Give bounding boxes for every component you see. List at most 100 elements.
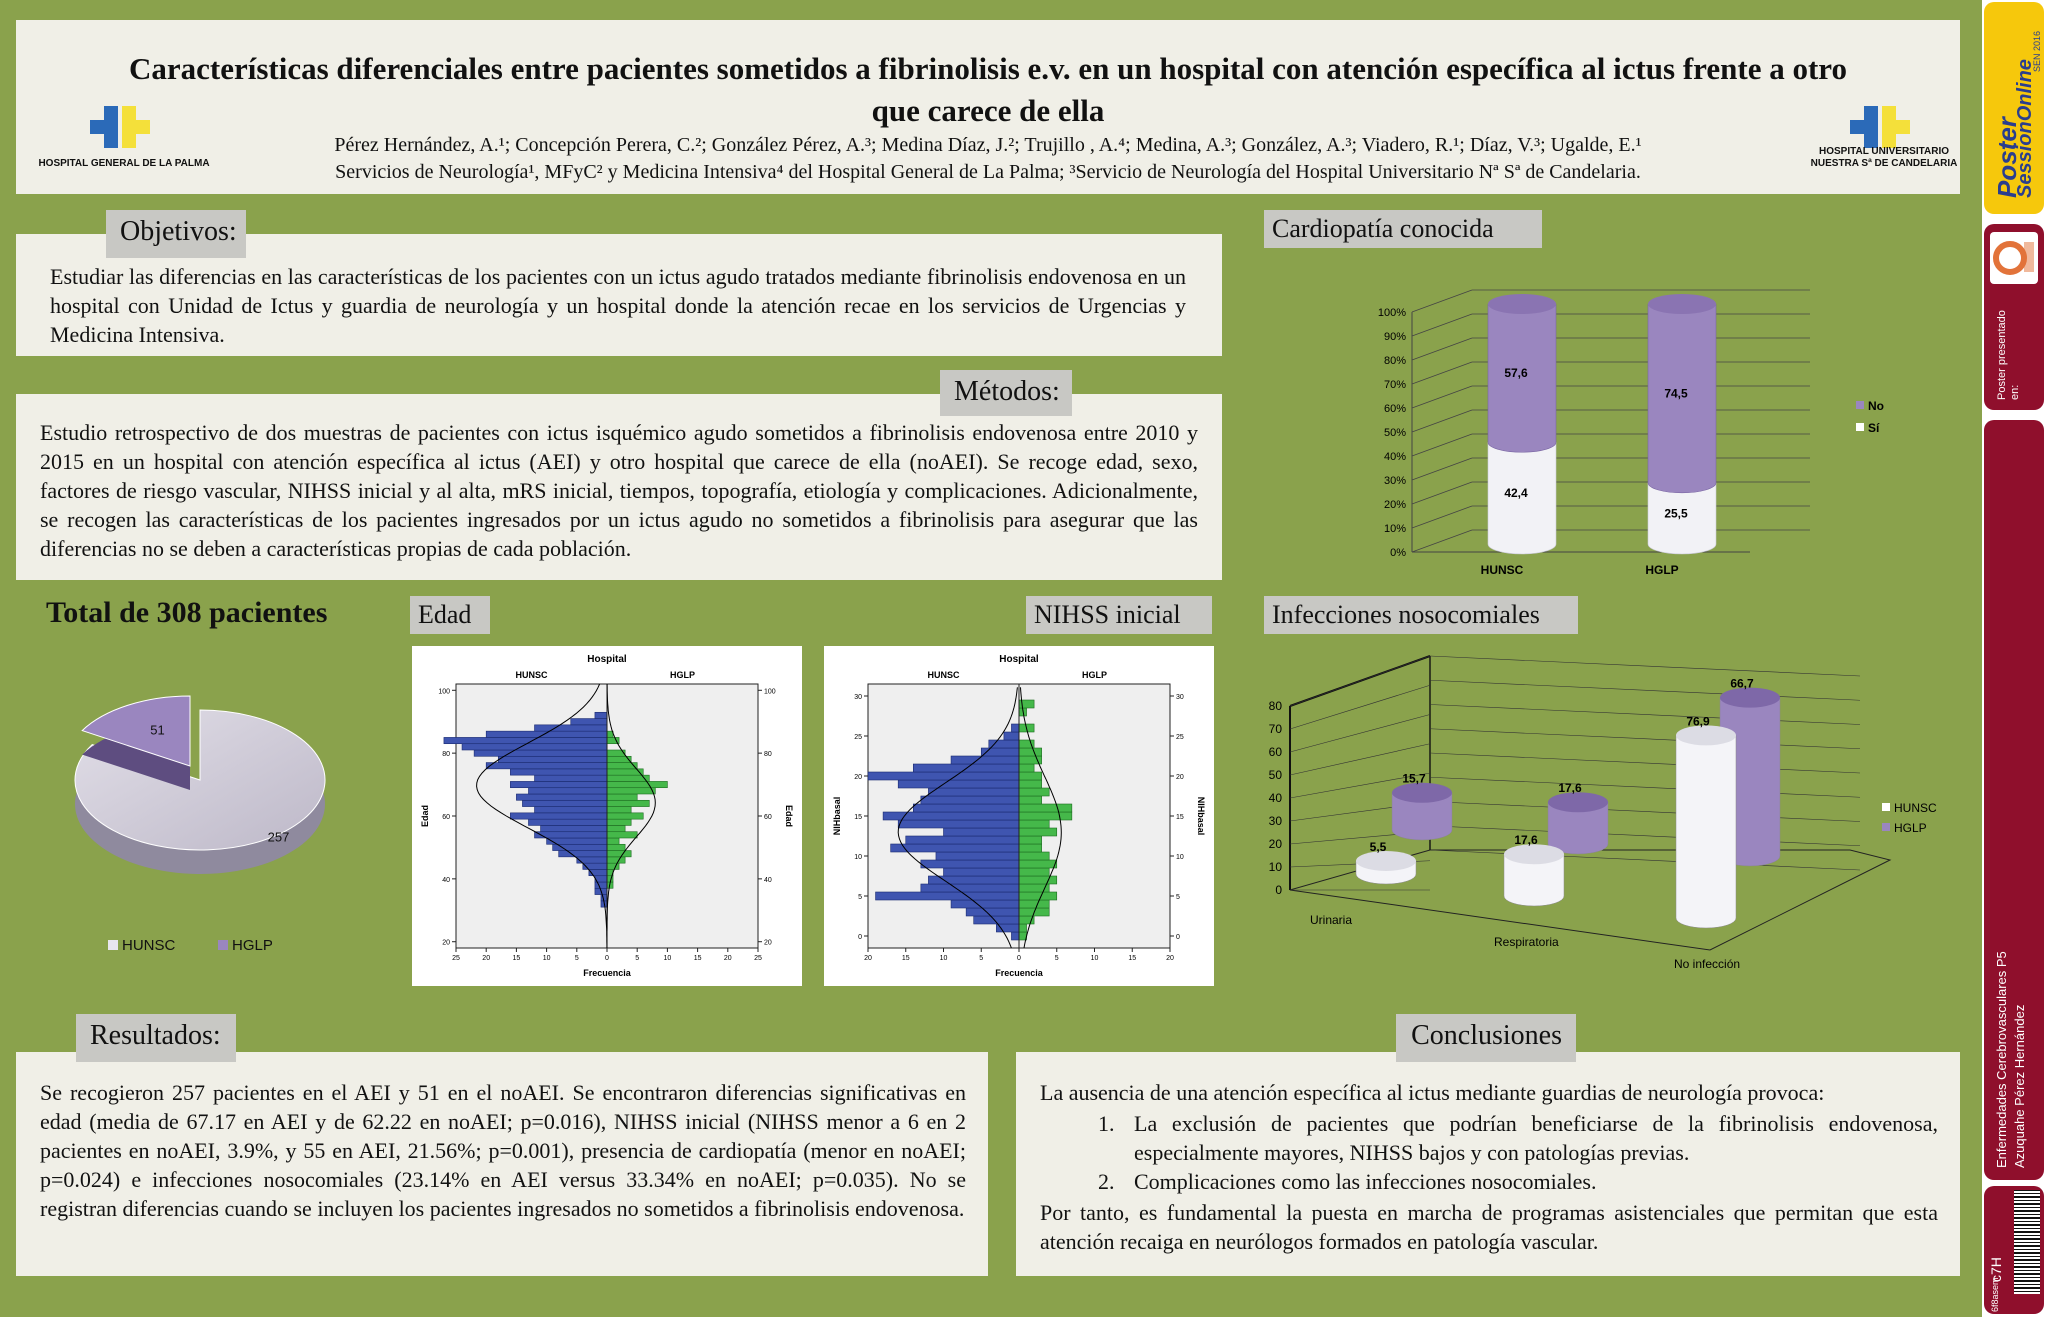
infec-grid-diag [1289, 714, 1431, 753]
histogram-bar-hunsc [897, 779, 1020, 789]
histogram-bar-hunsc [534, 806, 608, 814]
histogram-bar-hunsc [461, 743, 608, 751]
histogram-panel-hglp: HGLP [670, 670, 695, 680]
resultados-panel: Se recogieron 257 pacientes en el AEI y … [16, 1052, 988, 1276]
cardio-bar-hunsc-si [1487, 441, 1557, 555]
session-block: Enfermedades Cerebrovasculares P5 Azuqua… [1984, 420, 2044, 1180]
objetivos-text: Estudiar las diferencias en las caracter… [50, 264, 1186, 347]
infec-ytick-label: 50 [1269, 768, 1283, 782]
histogram-bar-hunsc [534, 774, 608, 782]
cardiopatia-heading: Cardiopatía conocida [1264, 210, 1542, 248]
histogram-xtick-label: 10 [940, 955, 948, 962]
cardio-value-label: 25,5 [1664, 506, 1688, 520]
pie-legend-label-hglp: HGLP [232, 937, 273, 954]
cardio-category-label: HGLP [1645, 563, 1678, 577]
histogram-bar-hunsc [510, 781, 608, 789]
histogram-ylabel-right: Edad [784, 805, 794, 827]
infec-gridline [1429, 752, 1861, 774]
infec-grid-diag [1289, 743, 1431, 776]
histogram-bar-hunsc [443, 737, 608, 745]
histogram-bar-hglp [606, 781, 668, 789]
infec-gridline [1429, 825, 1861, 847]
metodos-text: Estudio retrospectivo de dos muestras de… [40, 420, 1198, 561]
cardio-ytick-label: 100% [1378, 307, 1406, 319]
cardio-grid-diag [1411, 289, 1473, 313]
conclusiones-panel: La ausencia de una atención específica a… [1016, 1052, 1960, 1276]
conclusiones-list: La exclusión de pacientes que podrían be… [1040, 1109, 1938, 1196]
cardio-grid-diag [1411, 361, 1473, 385]
session-author: Azuquahe Pérez Hernández [2012, 1004, 2027, 1168]
nihss-heading: NIHSS inicial [1026, 596, 1212, 634]
histogram-bar-hunsc [485, 730, 608, 738]
cardio-grid-diag [1411, 457, 1473, 481]
histogram-ytick-label-right: 0 [1176, 934, 1180, 941]
histogram-xtick-label: 5 [1055, 955, 1059, 962]
logo-right-caption-line2: NUESTRA Sª DE CANDELARIA [1810, 158, 1958, 169]
barcode-label: 6f8asem [1990, 1277, 2000, 1312]
cardio-grid-diag [1411, 529, 1473, 553]
histogram-bar-hglp [1018, 779, 1042, 789]
infec-bar-hglp-2-label: 66,7 [1730, 677, 1754, 691]
affiliations: Servicios de Neurología¹, MFyC² y Medici… [335, 161, 1641, 183]
infec-legend-label: HGLP [1894, 821, 1927, 835]
histogram-normal-curve-hglp [1020, 687, 1062, 949]
histogram-bar-hunsc [540, 825, 608, 833]
histogram-bar-hunsc [594, 711, 608, 719]
histogram-ytick-label-left: 60 [442, 814, 450, 821]
histogram-ytick-label-left: 30 [854, 694, 862, 701]
histogram-bar-hglp [1018, 835, 1042, 845]
infec-bar-hunsc-0-label: 5,5 [1370, 840, 1387, 854]
histogram-bar-hglp [1018, 851, 1050, 861]
histogram-bar-hglp [606, 831, 638, 839]
infec-ytick-label: 80 [1269, 699, 1283, 713]
infec-gridline [1429, 849, 1861, 871]
histogram-ytick-label-right: 15 [1176, 814, 1184, 821]
histogram-xtick-label: 0 [605, 955, 609, 962]
cardio-grid-diag [1411, 409, 1473, 433]
histogram-bar-hunsc [905, 835, 1020, 845]
histogram-bar-hglp [606, 730, 614, 738]
histogram-ytick-label-right: 10 [1176, 854, 1184, 861]
histogram-bar-hunsc [935, 851, 1020, 861]
histogram-xtick-label: 15 [513, 955, 521, 962]
histogram-bar-hunsc [570, 718, 608, 726]
cardio-bar-hglp-no [1647, 303, 1717, 494]
pie-slice-hunsc [74, 709, 326, 851]
infec-ytick-label: 0 [1275, 883, 1282, 897]
conclusion-item-1: La exclusión de pacientes que podrían be… [1120, 1109, 1938, 1167]
resultados-heading: Resultados: [76, 1014, 236, 1062]
histogram-xtick-label: 10 [1091, 955, 1099, 962]
histogram-ytick-label-right: 25 [1176, 734, 1184, 741]
cardiopatia-chart: 0% 10% 20% 30% 40% 50% 60% 70% 80% 90% 100% 42,4 57,… [1378, 289, 1884, 577]
cardio-bar-hunsc-no [1487, 303, 1557, 453]
histogram-bar-hunsc [950, 899, 1020, 909]
histogram-ytick-label-left: 20 [442, 940, 450, 947]
cardio-grid-diag [1411, 385, 1473, 409]
cardio-ytick-label: 80% [1384, 355, 1406, 367]
histogram-ytick-label-right: 5 [1176, 894, 1180, 901]
infec-bar-hunsc-1-top [1504, 844, 1564, 865]
brand-small: SEN 2016 [2032, 30, 2042, 72]
histogram-bar-hunsc [1011, 931, 1020, 941]
histogram-xtick-label: 10 [664, 955, 672, 962]
infec-ytick-label: 20 [1269, 837, 1283, 851]
histogram-bar-hglp [606, 762, 638, 770]
cardio-bar-top-hglp [1648, 294, 1716, 314]
histogram-xtick-label: 25 [754, 955, 762, 962]
infec-bar-hunsc-2 [1675, 735, 1737, 929]
conclusiones-body: La ausencia de una atención específica a… [1040, 1078, 1938, 1256]
edad-heading: Edad [410, 596, 490, 634]
cardio-legend-swatch [1856, 401, 1864, 409]
infec-bar-hunsc-1-label: 17,6 [1514, 833, 1538, 847]
cardio-ytick-label: 90% [1384, 331, 1406, 343]
poster-session-sidebar: Poster SessionOnline SEN 2016 Poster pre… [1982, 0, 2048, 1317]
histogram-normal-curve-hglp [606, 683, 656, 948]
hospital-candelaria-logo [1850, 106, 1910, 148]
histogram-bar-hunsc [897, 819, 1020, 829]
histogram-xlabel: Frecuencia [583, 968, 632, 978]
society-logo-icon [1993, 241, 2034, 275]
cardio-ytick-label: 30% [1384, 475, 1406, 487]
barcode-icon [2014, 1190, 2040, 1294]
brand-block: Poster SessionOnline SEN 2016 [1984, 2, 2044, 214]
histogram-bar-hunsc [558, 850, 608, 858]
